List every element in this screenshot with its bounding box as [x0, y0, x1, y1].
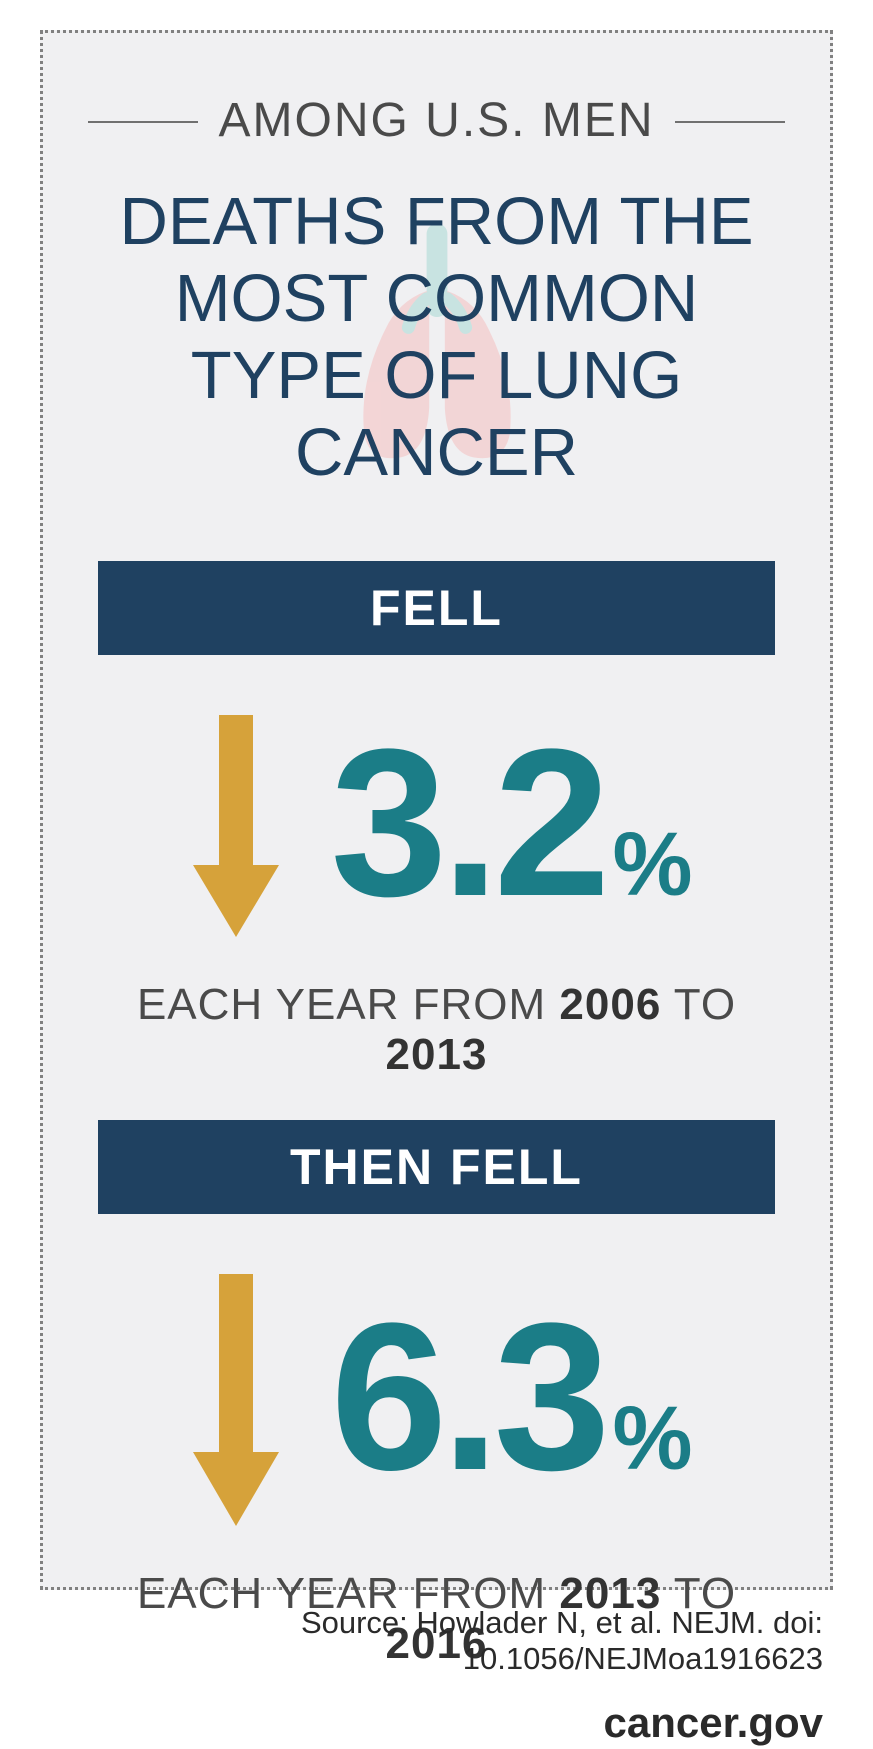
infographic-card: AMONG U.S. MEN DEATHS FROM THE MOST COMM…: [40, 30, 833, 1590]
banner-2: THEN FELL: [98, 1120, 775, 1214]
period-mid-1: TO: [661, 980, 736, 1029]
stat-unit-1: %: [612, 814, 692, 917]
down-arrow-icon: [181, 705, 291, 945]
headline-text: DEATHS FROM THE MOST COMMON TYPE OF LUNG…: [88, 183, 785, 491]
period-1: EACH YEAR FROM 2006 TO 2013: [88, 980, 785, 1080]
stat-value-1: 3.2 %: [331, 734, 693, 917]
stat-number-1: 3.2: [331, 734, 605, 913]
source-text: Source: Howlader N, et al. NEJM. doi: 10…: [40, 1605, 823, 1677]
stat-row-1: 3.2 %: [88, 705, 785, 945]
year-to-1: 2013: [386, 1030, 488, 1079]
year-from-1: 2006: [559, 980, 661, 1029]
stat-unit-2: %: [612, 1388, 692, 1491]
stat-number-2: 6.3: [331, 1308, 605, 1487]
stat-row-2: 6.3 %: [88, 1264, 785, 1534]
stat-value-2: 6.3 %: [331, 1308, 693, 1491]
down-arrow-icon: [181, 1264, 291, 1534]
kicker-text: AMONG U.S. MEN: [88, 93, 785, 148]
site-text: cancer.gov: [40, 1699, 823, 1747]
stat-block-1: FELL 3.2 % EACH YEAR FROM 2006 TO 2013: [88, 561, 785, 1080]
period-prefix-1: EACH YEAR FROM: [137, 980, 559, 1029]
footer: Source: Howlader N, et al. NEJM. doi: 10…: [40, 1605, 833, 1747]
stat-block-2: THEN FELL 6.3 % EACH YEAR FROM 2013 TO 2…: [88, 1120, 785, 1669]
banner-1: FELL: [98, 561, 775, 655]
